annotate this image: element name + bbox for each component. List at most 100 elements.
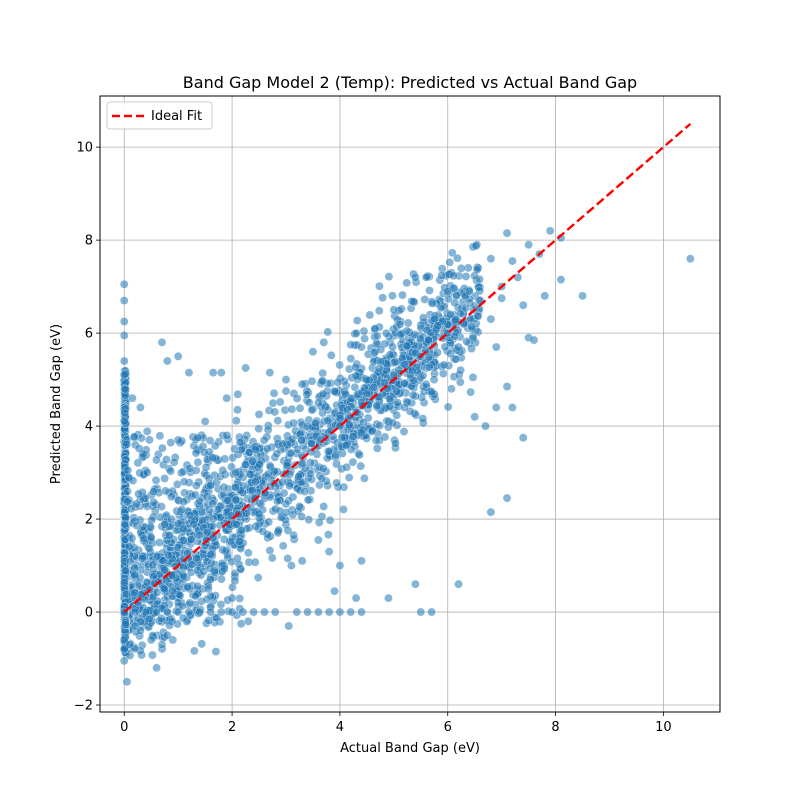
- scatter-point: [202, 528, 212, 537]
- scatter-point: [346, 354, 356, 363]
- scatter-point: [357, 556, 366, 566]
- scatter-point: [173, 435, 183, 445]
- scatter-point: [378, 293, 387, 303]
- scatter-point: [191, 591, 200, 601]
- y-tick-label: 2: [85, 513, 93, 528]
- scatter-point: [421, 273, 431, 282]
- scatter-point: [408, 390, 418, 400]
- scatter-point: [524, 240, 533, 250]
- scatter-point: [198, 516, 207, 525]
- scatter-point: [384, 593, 393, 603]
- y-tick-label: 6: [85, 327, 93, 342]
- scatter-point: [450, 298, 460, 308]
- scatter-point: [235, 537, 244, 546]
- scatter-point: [233, 450, 243, 459]
- scatter-point: [267, 553, 277, 563]
- scatter-point: [151, 476, 161, 485]
- scatter-point: [359, 326, 369, 336]
- scatter-point: [486, 254, 496, 264]
- scatter-point: [443, 286, 453, 296]
- scatter-point: [303, 495, 313, 505]
- scatter-point: [152, 588, 162, 597]
- scatter-point: [270, 407, 280, 417]
- scatter-point: [222, 393, 231, 403]
- scatter-point: [455, 309, 465, 318]
- ideal-fit-line: [123, 122, 692, 613]
- scatter-point: [473, 311, 483, 321]
- scatter-point: [416, 607, 426, 617]
- scatter-point: [389, 305, 399, 315]
- scatter-point: [491, 403, 501, 412]
- scatter-point: [235, 594, 244, 603]
- scatter-point: [411, 273, 420, 282]
- scatter-point: [281, 386, 291, 396]
- y-tick-label: 0: [85, 606, 93, 621]
- scatter-point: [409, 297, 418, 306]
- scatter-point: [208, 499, 218, 509]
- scatter-point: [131, 499, 141, 509]
- scatter-point: [199, 545, 208, 555]
- scatter-point: [193, 433, 202, 443]
- scatter-point: [202, 492, 212, 502]
- scatter-point: [357, 607, 366, 617]
- scatter-point: [391, 439, 400, 448]
- scatter-point: [356, 461, 366, 471]
- scatter-point: [220, 535, 229, 544]
- scatter-point: [120, 519, 129, 529]
- scatter-point: [254, 509, 264, 519]
- scatter-point: [466, 387, 475, 397]
- scatter-point: [335, 607, 345, 617]
- scatter-point: [352, 316, 362, 325]
- scatter-point: [233, 390, 243, 399]
- scatter-point: [333, 377, 343, 387]
- scatter-point: [139, 534, 149, 543]
- scatter-point: [314, 518, 324, 527]
- scatter-point: [293, 444, 302, 454]
- scatter-point: [303, 607, 312, 617]
- scatter-point: [372, 444, 382, 453]
- scatter-point: [187, 559, 197, 569]
- scatter-point: [184, 368, 194, 377]
- scatter-point: [195, 496, 204, 506]
- scatter-point: [208, 368, 218, 377]
- scatter-point: [173, 352, 183, 361]
- scatter-point: [149, 497, 158, 507]
- scatter-point: [439, 360, 449, 370]
- scatter-point: [275, 506, 285, 516]
- scatter-point: [318, 368, 328, 378]
- scatter-point: [330, 586, 339, 596]
- y-axis-ticks: −2 0 2 4 6 8 10: [74, 141, 100, 714]
- scatter-point: [438, 369, 448, 378]
- scatter-point: [453, 253, 462, 263]
- scatter-point: [183, 582, 192, 592]
- scatter-point: [136, 403, 145, 412]
- scatter-point: [177, 505, 187, 514]
- scatter-point: [444, 294, 453, 304]
- scatter-point: [197, 639, 207, 649]
- scatter-point: [245, 448, 254, 457]
- scatter-point: [163, 356, 172, 366]
- scatter-point: [306, 469, 315, 479]
- x-tick-label: 4: [336, 720, 344, 735]
- x-tick-label: 6: [444, 720, 452, 735]
- scatter-point: [193, 457, 203, 467]
- scatter-point: [206, 575, 215, 584]
- scatter-point: [686, 254, 695, 264]
- scatter-point: [305, 458, 315, 467]
- scatter-point: [399, 427, 409, 436]
- scatter-point: [339, 505, 348, 514]
- scatter-point: [388, 291, 397, 301]
- scatter-point: [456, 264, 466, 273]
- scatter-point: [129, 432, 139, 441]
- scatter-point: [287, 404, 297, 414]
- scatter-point: [160, 474, 169, 483]
- scatter-point: [230, 576, 240, 586]
- scatter-point: [578, 291, 587, 301]
- scatter-point: [427, 607, 436, 617]
- scatter-point: [283, 554, 293, 563]
- scatter-point: [427, 299, 437, 308]
- scatter-point: [345, 420, 354, 430]
- scatter-point: [179, 536, 188, 545]
- scatter-point: [178, 613, 188, 623]
